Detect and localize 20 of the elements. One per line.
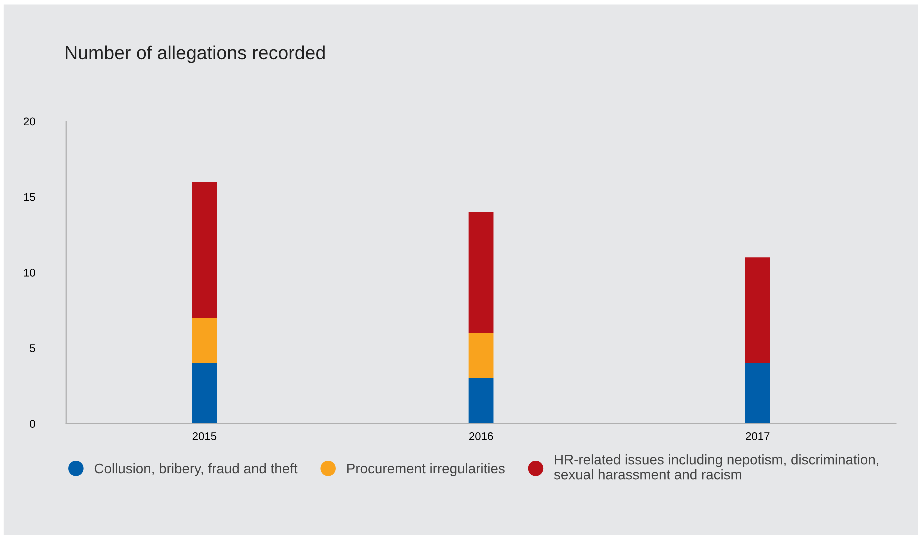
y-tick-label: 5 [30,344,36,352]
bar [745,258,770,364]
y-tick-label: 0 [30,420,36,428]
legend-label: Procurement irregularities [348,463,505,476]
x-tick-label: 2015 [192,432,217,440]
bar [468,212,494,334]
bar [468,378,494,424]
legend-label: Collusion, bribery, fraud and theft [94,463,298,476]
chart-title: Number of allegations recorded [66,46,325,64]
bar [745,363,770,424]
x-tick-label: 2017 [746,432,770,440]
bar [192,318,218,364]
bar [192,363,218,424]
y-tick-label: 10 [24,268,36,277]
bar [468,333,494,379]
bar [192,182,218,318]
y-tick-label: 20 [24,118,36,126]
legend-label: HR-related issues including nepotism, discrimination, sexual harassment and racism [554,454,879,480]
y-tick-label: 15 [24,193,36,202]
x-tick-label: 2016 [469,432,494,440]
